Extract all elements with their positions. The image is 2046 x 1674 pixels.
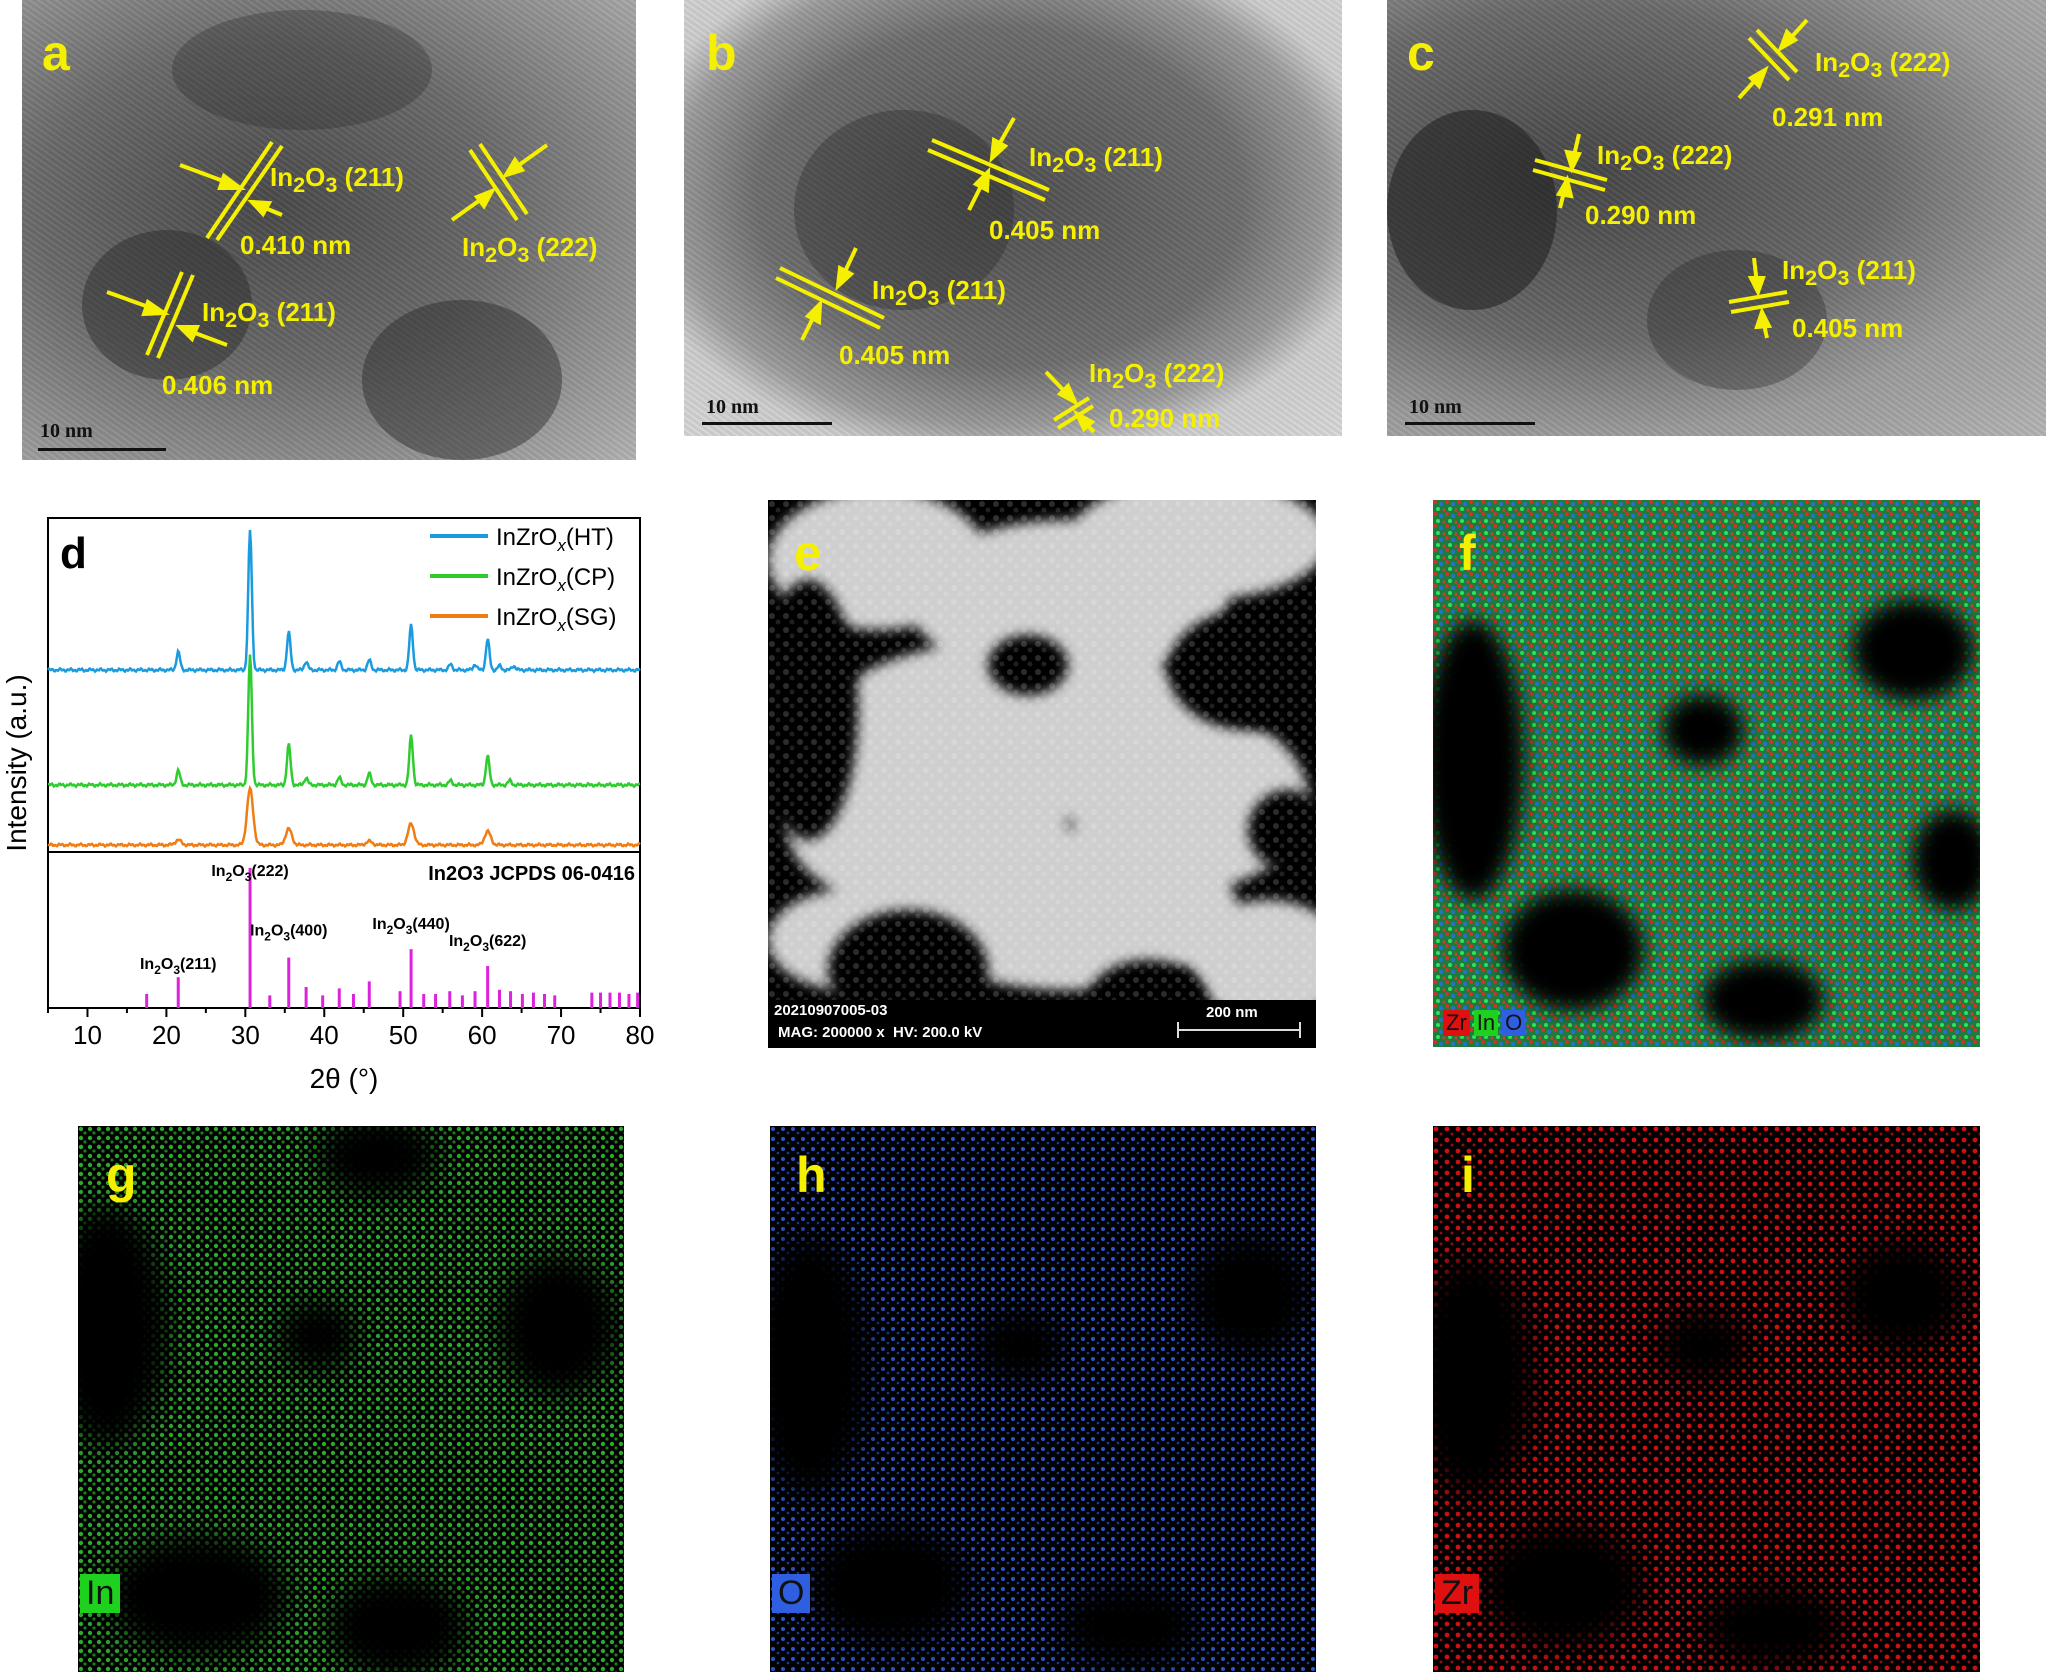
spacing-b-3: 0.290 nm <box>1109 403 1221 433</box>
panel-letter-d: d <box>60 529 87 578</box>
spacing-a-3: 0.406 nm <box>162 370 274 400</box>
reference-peak-label: In2O3(622) <box>449 933 526 954</box>
legend-label: InZrOx(HT) <box>496 524 614 555</box>
scale-label-b: 10 nm <box>706 396 759 418</box>
panel-letter-g: g <box>106 1147 137 1203</box>
panel-letter-b: b <box>706 25 737 81</box>
x-tick-label: 50 <box>389 1020 418 1050</box>
legend-zr-map: Zr <box>1435 1574 1480 1613</box>
panel-i-zr-map: i Zr <box>1433 1126 1980 1672</box>
x-tick-label: 60 <box>468 1020 497 1050</box>
panel-letter-e: e <box>794 525 822 581</box>
spacing-c-1: 0.291 nm <box>1772 102 1884 132</box>
scale-bar-b <box>702 422 832 425</box>
annotation-c-2: In2O3 (222) <box>1597 140 1733 176</box>
reference-peak-label: In2O3(222) <box>211 863 288 884</box>
legend-in-map: In <box>80 1574 121 1613</box>
x-tick-label: 70 <box>547 1020 576 1050</box>
x-tick-label: 80 <box>626 1020 655 1050</box>
panel-letter-h: h <box>796 1147 827 1203</box>
spacing-c-3: 0.405 nm <box>1792 313 1904 343</box>
panel-letter-c: c <box>1407 25 1435 81</box>
panel-f-eds-composite: f Zr In O <box>1433 500 1980 1047</box>
annotation-b-3: In2O3 (222) <box>1089 358 1225 394</box>
legend-label: InZrOx(SG) <box>496 604 617 635</box>
series-line <box>47 529 641 674</box>
spacing-b-2: 0.405 nm <box>839 340 951 370</box>
x-tick-label: 40 <box>310 1020 339 1050</box>
x-tick-label: 10 <box>73 1020 102 1050</box>
annotation-c-3: In2O3 (211) <box>1782 255 1916 291</box>
lattice-markers-c <box>1532 18 1809 339</box>
legend-o: O <box>1502 1010 1526 1036</box>
legend-label: InZrOx(CP) <box>496 564 615 595</box>
image-meta: MAG: 200000 x HV: 200.0 kV <box>778 1024 983 1041</box>
spacing-a-1: 0.410 nm <box>240 230 352 260</box>
plot-frame <box>47 517 641 1009</box>
scale-bar-c <box>1405 422 1535 425</box>
spacing-c-2: 0.290 nm <box>1585 200 1697 230</box>
panel-letter-a: a <box>42 25 70 81</box>
x-tick-label: 20 <box>152 1020 181 1050</box>
series-line <box>47 654 641 789</box>
annotation-b-2: In2O3 (211) <box>872 275 1006 311</box>
spacing-b-1: 0.405 nm <box>989 215 1101 245</box>
x-tick-label: 30 <box>231 1020 260 1050</box>
series-line <box>47 784 641 849</box>
panel-letter-f: f <box>1459 525 1476 581</box>
panel-g-in-map: g In <box>78 1126 624 1672</box>
panel-a-hrtem: a In2O3 (211) 0.410 nm In2O3 (222) In2O3… <box>22 0 636 460</box>
xrd-chart-svg: 10 20 30 40 50 60 70 80 2θ (°) Intensity (a.u.) d I… <box>1 517 655 1094</box>
annotation-a-1: In2O3 (211) <box>270 162 404 198</box>
scale-label-c: 10 nm <box>1409 396 1462 418</box>
annotation-c-1: In2O3 (222) <box>1815 47 1951 83</box>
panel-e-haadf: e 20210907005-03 MAG: 200000 x HV: 200.0… <box>768 500 1316 1048</box>
reference-peak-label: In2O3(400) <box>250 923 327 944</box>
panel-letter-i: i <box>1461 1147 1475 1203</box>
legend-o-map: O <box>772 1574 811 1613</box>
legend-in: In <box>1473 1010 1499 1036</box>
scale-bar-a <box>38 448 166 451</box>
panel-c-hrtem: c In2O3 (222) 0.291 nm In2O3 (222) 0.290… <box>1387 0 2046 436</box>
panel-h-o-map: h O <box>770 1126 1316 1672</box>
annotation-a-3: In2O3 (211) <box>202 297 336 333</box>
annotation-b-1: In2O3 (211) <box>1029 142 1163 178</box>
panel-b-hrtem: b In2O3 (211) 0.405 nm In2O3 (211) 0.405… <box>684 0 1342 436</box>
reference-title: In2O3 JCPDS 06-0416 <box>428 863 635 885</box>
reference-peak-label: In2O3(211) <box>140 956 217 977</box>
annotation-a-2: In2O3 (222) <box>462 232 598 268</box>
scale-label-e: 200 nm <box>1206 1004 1258 1021</box>
x-axis-label: 2θ (°) <box>310 1063 379 1094</box>
panel-d-xrd-chart: 10 20 30 40 50 60 70 80 2θ (°) Intensity (a.u.) d I… <box>0 500 680 1110</box>
image-id: 20210907005-03 <box>774 1002 888 1019</box>
legend-zr: Zr <box>1443 1010 1470 1036</box>
lattice-markers-b <box>775 117 1096 434</box>
lattice-markers-a <box>106 140 549 359</box>
scale-label-a: 10 nm <box>40 420 93 442</box>
reference-peak-label: In2O3(440) <box>372 916 449 937</box>
y-axis-label: Intensity (a.u.) <box>1 674 32 851</box>
